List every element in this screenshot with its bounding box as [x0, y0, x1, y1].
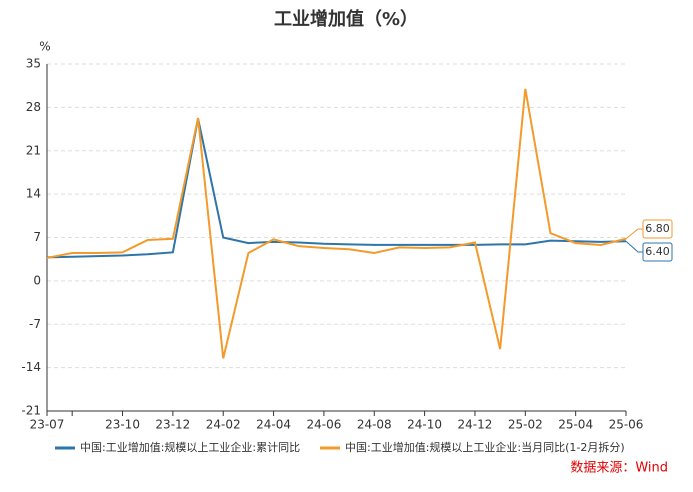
value-label: 6.40	[645, 245, 670, 258]
legend-label: 中国:工业增加值:规模以上工业企业:累计同比	[80, 440, 300, 454]
x-tick-label: 25-02	[508, 418, 543, 432]
label-connector	[625, 240, 643, 253]
y-tick-label: -7	[29, 317, 41, 331]
y-tick-label: -14	[21, 360, 41, 374]
y-tick-label: 21	[26, 143, 41, 157]
x-tick-label: 24-02	[206, 418, 241, 432]
x-tick-label: 25-06	[609, 418, 644, 432]
x-tick-label: 23-10	[105, 418, 140, 432]
chart-title: 工业增加值（%）	[274, 8, 418, 30]
label-box	[642, 242, 673, 262]
y-tick-label: 35	[26, 57, 41, 71]
y-tick-label: 0	[33, 273, 41, 287]
y-unit: %	[39, 40, 50, 54]
x-tick-label: 24-08	[357, 418, 392, 432]
y-tick-label: 28	[26, 100, 41, 114]
label-connector	[625, 228, 643, 240]
x-tick-label: 24-04	[256, 418, 291, 432]
label-box	[642, 219, 673, 239]
legend-label: 中国:工业增加值:规模以上工业企业:当月同比(1-2月拆分)	[345, 440, 625, 454]
series-line	[46, 88, 627, 359]
series-line	[46, 118, 627, 259]
source: 数据来源：Wind	[570, 461, 668, 476]
x-tick-label: 24-06	[306, 418, 341, 432]
y-tick-label: -21	[21, 404, 41, 418]
x-tick-label: 24-12	[458, 418, 493, 432]
x-tick-label: 25-04	[558, 418, 593, 432]
x-tick-label: 23-07	[30, 418, 65, 432]
y-tick-label: 14	[26, 187, 41, 201]
x-tick-label: 24-10	[407, 418, 442, 432]
x-tick-label: 23-12	[155, 418, 190, 432]
y-tick-label: 7	[33, 230, 41, 244]
value-label: 6.80	[645, 222, 670, 235]
